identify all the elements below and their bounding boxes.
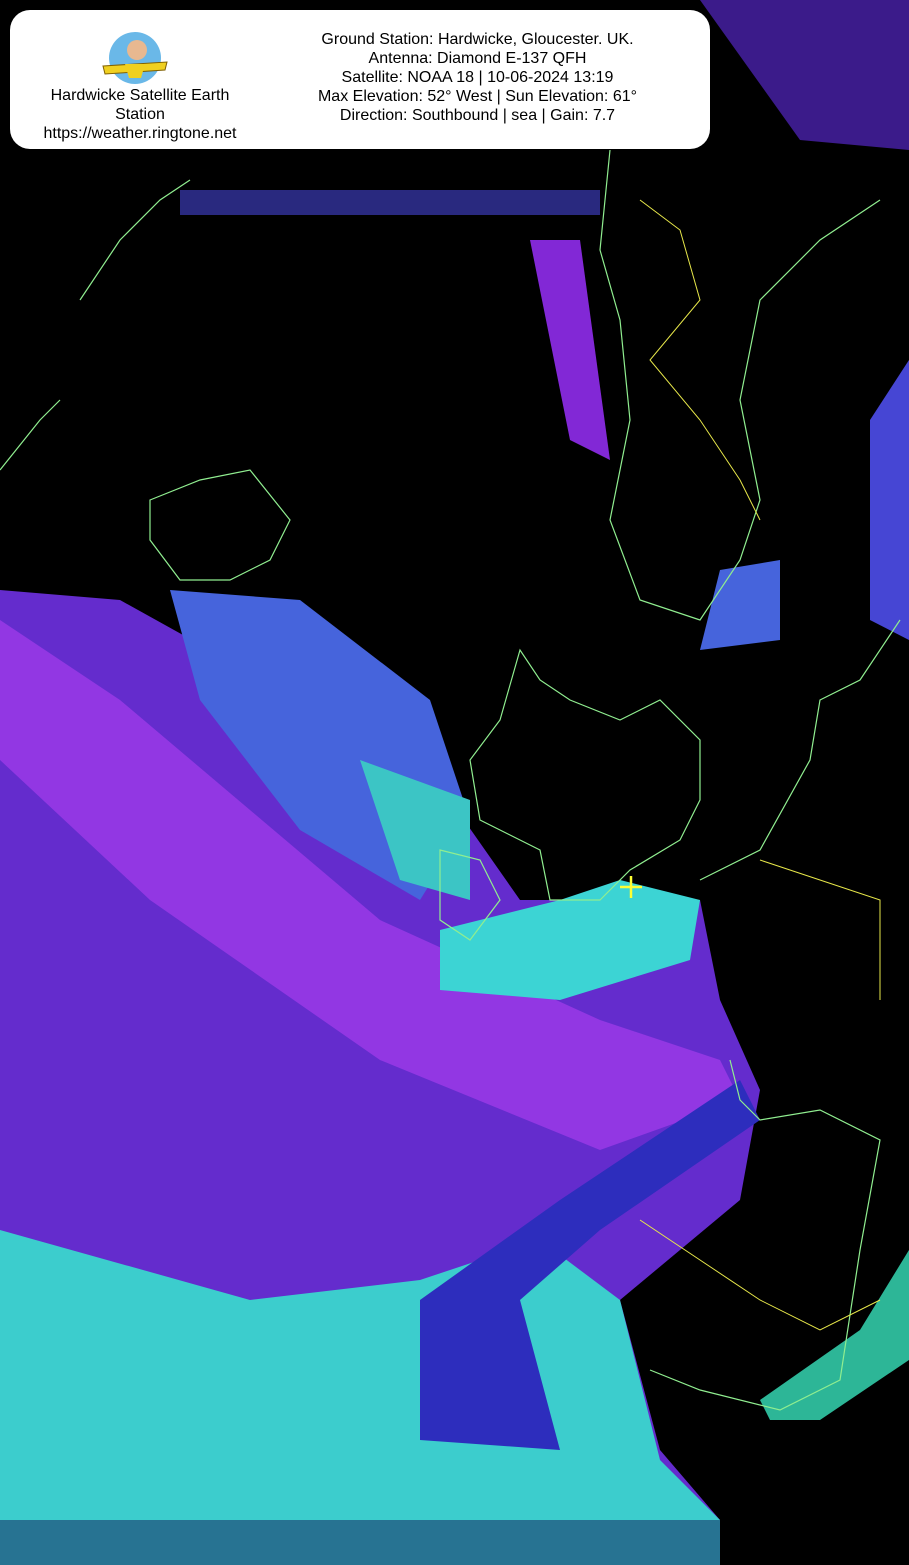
- station-url[interactable]: https://weather.ringtone.net: [43, 125, 237, 142]
- borders: [639, 199, 881, 1331]
- station-info-card: Hardwicke Satellite Earth Station https:…: [10, 10, 710, 149]
- station-label: Hardwicke Satellite Earth Station https:…: [30, 86, 250, 143]
- station-name: Hardwicke Satellite Earth Station: [50, 87, 230, 123]
- pass-details: Ground Station: Hardwicke, Gloucester. U…: [280, 30, 675, 125]
- station-logo-icon: [102, 32, 168, 84]
- ground-station-text: Ground Station: Hardwicke, Gloucester. U…: [321, 31, 634, 48]
- direction-text: Direction: Southbound | sea | Gain: 7.7: [339, 107, 616, 124]
- satellite-text: Satellite: NOAA 18 | 10-06-2024 13:19: [341, 69, 614, 86]
- antenna-text: Antenna: Diamond E-137 QFH: [368, 50, 587, 67]
- station-marker-crosshair-icon: [620, 876, 642, 898]
- elevation-text: Max Elevation: 52° West | Sun Elevation:…: [317, 88, 638, 105]
- coastlines: [0, 149, 901, 1411]
